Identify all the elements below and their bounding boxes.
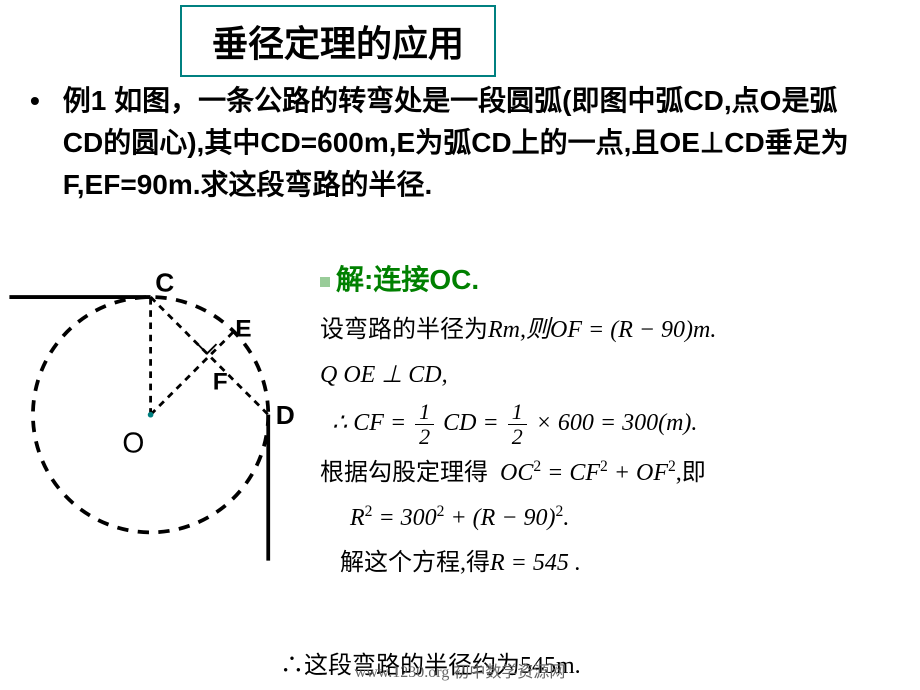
sol-line-6: 解这个方程,得R = 545 . (340, 543, 910, 584)
sol-line-3: ∴ CF = 12 CD = 12 × 600 = 300(m). (332, 400, 910, 449)
problem-statement: • 例1 如图，一条公路的转弯处是一段圆弧(即图中弧CD,点O是弧CD的圆心),… (30, 80, 890, 206)
geometry-diagram: C E F D O (0, 250, 320, 570)
footer-text: www.1230.org 初中数学资源网 (0, 658, 920, 682)
label-c: C (155, 267, 174, 297)
label-o: O (122, 426, 144, 458)
square-bullet-icon (320, 277, 330, 287)
solution-header: 解:连接OC. (320, 258, 479, 298)
fraction-2: 12 (508, 400, 527, 449)
sol-line-1: 设弯路的半径为Rm,则OF = (R − 90)m. (320, 310, 910, 351)
bullet: • (30, 80, 55, 122)
title-box: 垂径定理的应用 (180, 5, 496, 77)
sol-line-5: R2 = 3002 + (R − 90)2. (350, 498, 910, 539)
page-title: 垂径定理的应用 (212, 23, 464, 64)
label-d: D (276, 400, 295, 430)
center-dot (148, 412, 154, 418)
sol-line-2: Q OE ⊥ CD, (320, 355, 910, 396)
label-e: E (235, 316, 251, 343)
sol-line-4: 根据勾股定理得 OC2 = CF2 + OF2,即 (320, 453, 910, 494)
problem-text: 例1 如图，一条公路的转弯处是一段圆弧(即图中弧CD,点O是弧CD的圆心),其中… (63, 80, 873, 206)
solution-body: 设弯路的半径为Rm,则OF = (R − 90)m. Q OE ⊥ CD, ∴ … (320, 310, 910, 587)
solution-header-text: 解:连接OC. (336, 264, 479, 295)
label-f: F (213, 368, 228, 395)
fraction-1: 12 (415, 400, 434, 449)
